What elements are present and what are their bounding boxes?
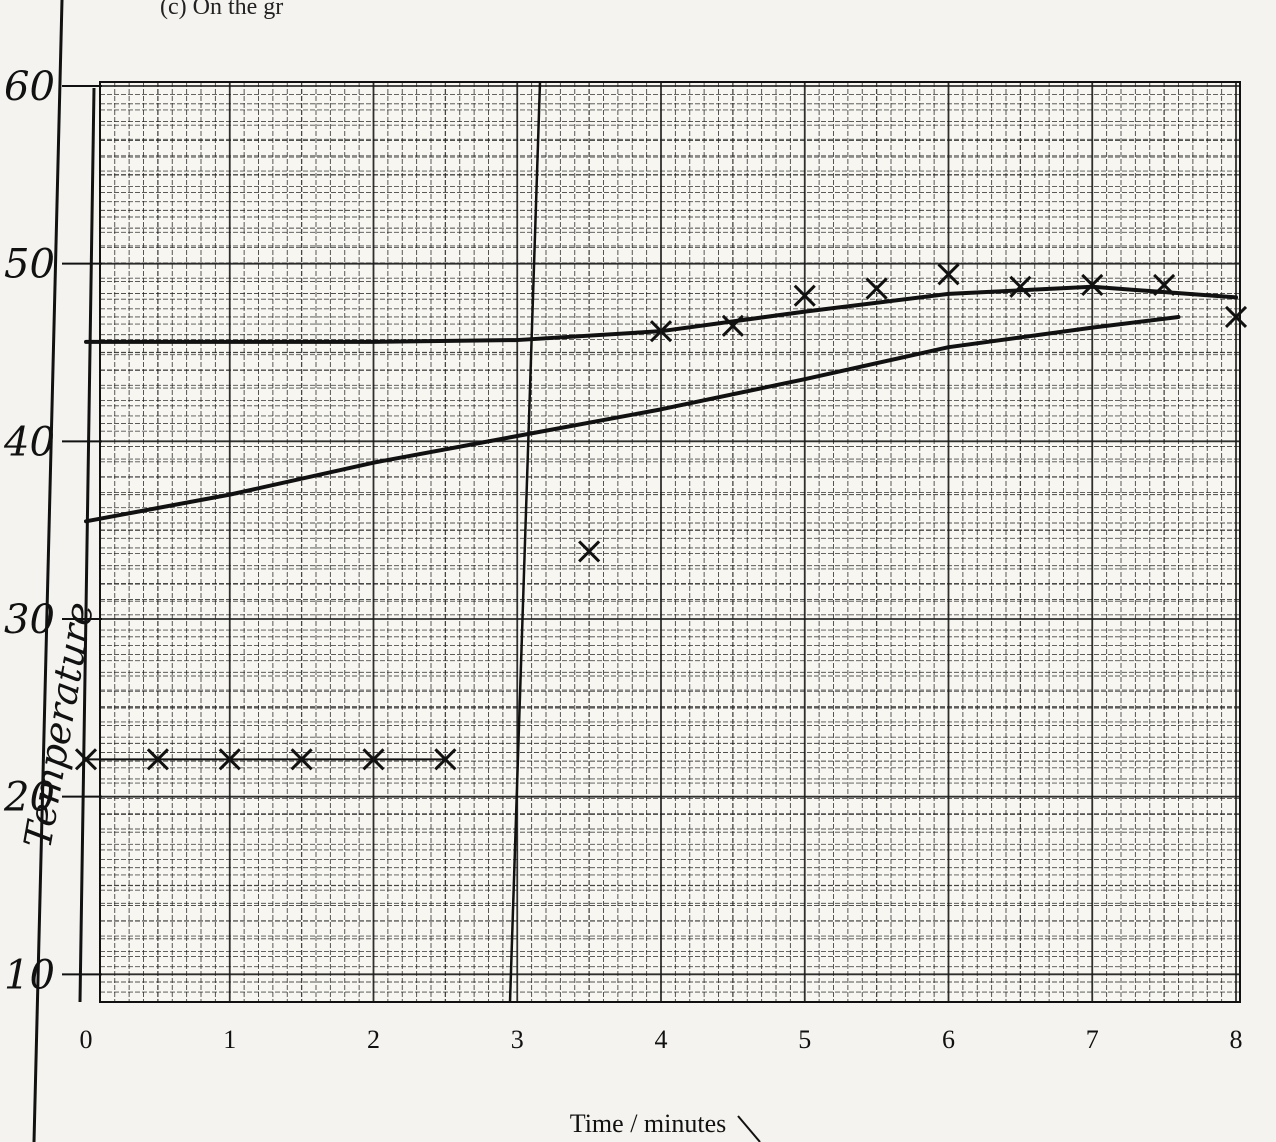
data-point-cross	[290, 748, 313, 771]
cross-stroke	[649, 320, 673, 343]
x-tick-label: 7	[1086, 1025, 1099, 1054]
y-tick-label: 40	[3, 419, 55, 465]
series-line	[84, 314, 1181, 524]
y-axis-line	[78, 87, 96, 1003]
x-tick-label: 4	[655, 1025, 668, 1054]
cross-stroke	[578, 540, 601, 563]
x-tick-label: 6	[942, 1025, 955, 1054]
y-tick-label: 30	[4, 597, 55, 643]
cross-stroke	[937, 263, 960, 286]
data-point-cross	[793, 284, 816, 307]
vertical-marker-line	[508, 81, 542, 1003]
data-point-cross	[1081, 273, 1104, 297]
y-tick-labels: 10 20 30 40 50 60	[3, 64, 102, 998]
cross-stroke	[1081, 273, 1104, 297]
x-tick-label: 1	[223, 1025, 236, 1054]
cross-stroke	[1153, 273, 1176, 297]
cross-stroke	[1224, 305, 1248, 329]
cross-stroke	[218, 748, 241, 771]
series-line	[84, 284, 1238, 344]
data-point-cross	[578, 540, 601, 563]
y-tick-label: 20	[3, 775, 55, 821]
y-tick-label: 60	[4, 64, 55, 110]
data-point-cross	[362, 748, 385, 771]
cross-stroke	[865, 277, 888, 300]
series-lines	[84, 284, 1238, 761]
page-margin-line	[32, 0, 64, 1142]
data-point-cross	[434, 748, 457, 771]
y-tick-label: 50	[4, 242, 55, 288]
data-point-cross	[1224, 305, 1248, 329]
cross-stroke	[721, 314, 744, 337]
x-axis-title: Time / minutes	[570, 1109, 727, 1138]
x-tick-label: 3	[511, 1025, 524, 1054]
plot-area	[100, 82, 1240, 1002]
data-point-cross	[721, 314, 744, 337]
data-point-cross	[74, 748, 98, 771]
data-point-cross	[865, 277, 888, 300]
data-point-cross	[649, 320, 673, 343]
cross-stroke	[1009, 275, 1032, 298]
cross-stroke	[362, 748, 385, 771]
x-tick-label: 5	[798, 1025, 811, 1054]
cross-stroke	[793, 284, 816, 307]
data-point-cross	[146, 748, 169, 771]
data-point-cross	[1009, 275, 1032, 298]
cross-stroke	[74, 748, 98, 771]
grid	[99, 81, 1241, 1003]
data-point-cross	[1153, 273, 1176, 297]
cross-stroke	[434, 748, 457, 771]
data-point-cross	[937, 263, 960, 286]
y-tick-label: 10	[4, 952, 55, 998]
data-points	[74, 263, 1248, 771]
x-tick-labels: 0 1 2 3 4 5 6 7 8	[80, 1025, 1243, 1054]
data-point-cross	[218, 748, 241, 771]
cross-stroke	[290, 748, 313, 771]
x-tick-label: 8	[1230, 1025, 1243, 1054]
cross-stroke	[146, 748, 169, 771]
x-tick-label: 0	[80, 1025, 93, 1054]
x-tick-label: 2	[367, 1025, 380, 1054]
x-title-stroke	[737, 1115, 761, 1142]
header-fragment: (c) On the gr	[160, 0, 283, 20]
axes	[78, 81, 542, 1003]
plot-border	[99, 81, 1241, 1003]
